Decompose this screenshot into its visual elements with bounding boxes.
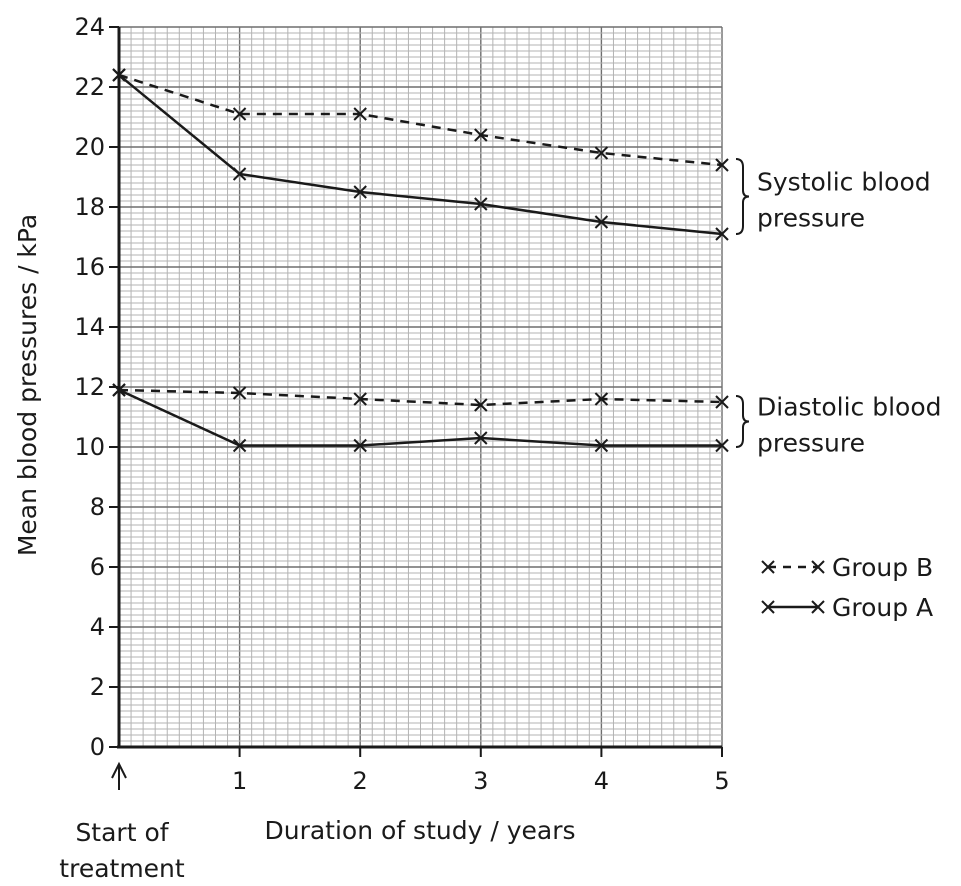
- data-point-marker: [112, 68, 126, 82]
- legend: Group B Group A: [761, 553, 933, 622]
- legend-label: Group B: [832, 553, 933, 582]
- data-point-marker: [811, 600, 825, 614]
- data-point-marker: [761, 560, 775, 574]
- y-tick-label: 6: [90, 553, 105, 581]
- data-point-marker: [761, 600, 775, 614]
- data-point-marker: [232, 386, 247, 400]
- x-axis-label: Duration of study / years: [264, 816, 575, 845]
- data-point-marker: [474, 197, 488, 211]
- series-line: [118, 388, 722, 447]
- start-arrow-head: [111, 761, 127, 779]
- legend-label: Group A: [832, 593, 933, 622]
- data-point-marker: [594, 438, 609, 453]
- data-point-marker: [353, 185, 367, 199]
- bracket-annotations: Systolic blood pressure Diastolic blood pre…: [735, 158, 942, 458]
- data-point-marker: [715, 438, 729, 453]
- y-tick-label: 16: [74, 253, 105, 281]
- y-tick-label: 18: [74, 193, 105, 221]
- brace: [735, 158, 750, 235]
- data-point-marker: [232, 107, 247, 121]
- y-axis-label: Mean blood pressures / kPa: [13, 214, 42, 556]
- y-tick-label: 0: [90, 733, 105, 761]
- axis-labels: Mean blood pressures / kPa Duration of s…: [13, 214, 576, 845]
- data-point-marker: [594, 215, 609, 229]
- x-tick-label: 5: [714, 767, 729, 795]
- data-point-marker: [811, 560, 825, 574]
- data-point-marker: [474, 398, 488, 412]
- series-lines: [112, 68, 729, 453]
- start-annotation-line-1: Start of: [75, 818, 169, 847]
- series-line: [118, 74, 723, 236]
- data-point-marker: [715, 158, 729, 172]
- data-point-marker: [353, 438, 367, 453]
- series-group-b-systolic: [112, 68, 729, 172]
- series-line: [118, 73, 723, 167]
- data-point-marker: [474, 128, 488, 142]
- data-point-marker: [232, 167, 247, 181]
- bracket-label: pressure: [757, 429, 865, 458]
- y-tick-label: 22: [74, 73, 105, 101]
- bracket-label: Systolic blood: [757, 168, 931, 197]
- y-tick-label: 14: [74, 313, 105, 341]
- y-tick-label: 4: [90, 613, 105, 641]
- y-tick-label: 2: [90, 673, 105, 701]
- data-point-marker: [594, 392, 609, 406]
- series-line: [118, 388, 723, 407]
- bracket-label: Diastolic blood: [757, 393, 942, 422]
- brace: [735, 395, 750, 448]
- y-tick-label: 12: [74, 373, 105, 401]
- data-point-marker: [353, 392, 367, 406]
- series-group-a-systolic: [112, 68, 729, 241]
- y-tick-label: 20: [74, 133, 105, 161]
- x-tick-label: 1: [232, 767, 247, 795]
- data-point-marker: [715, 227, 729, 241]
- x-tick-label: 2: [353, 767, 368, 795]
- data-point-marker: [474, 431, 488, 445]
- data-point-marker: [353, 107, 367, 121]
- y-tick-label: 10: [74, 433, 105, 461]
- x-tick-label: 3: [473, 767, 488, 795]
- y-tick-label: 24: [74, 13, 105, 41]
- bracket-label: pressure: [757, 204, 865, 233]
- series-group-a-diastolic: [112, 383, 729, 453]
- start-of-treatment-annotation: Start of treatment: [59, 761, 185, 883]
- data-point-marker: [715, 395, 729, 409]
- grid: [118, 26, 723, 748]
- x-tick-label: 4: [594, 767, 609, 795]
- data-point-marker: [112, 383, 126, 397]
- data-point-marker: [594, 146, 609, 160]
- start-annotation-line-2: treatment: [59, 854, 185, 883]
- y-tick-label: 8: [90, 493, 105, 521]
- data-point-marker: [232, 438, 247, 453]
